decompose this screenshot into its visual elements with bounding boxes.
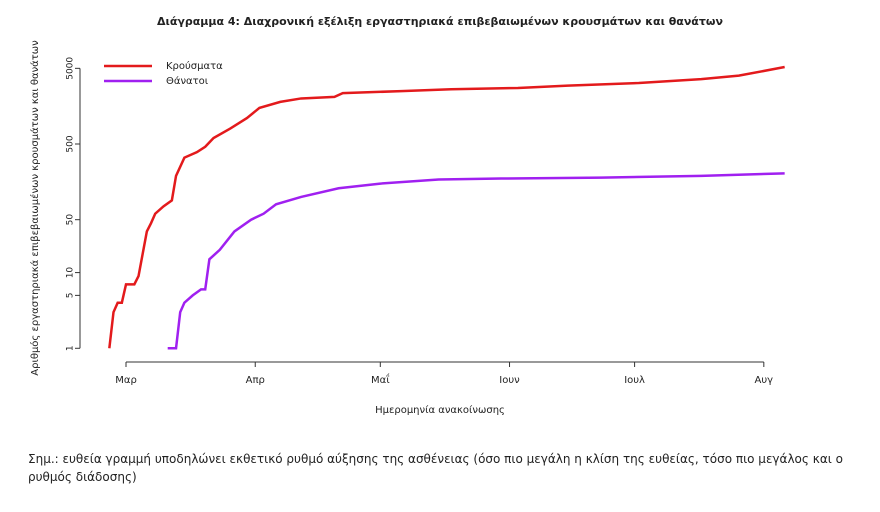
y-tick-label: 50 (66, 214, 76, 226)
y-tick-label: 1 (66, 345, 76, 351)
y-tick-label: 500 (66, 135, 76, 152)
y-axis-label: Αριθμός εργαστηριακά επιβεβαιωμένων κρου… (29, 40, 41, 376)
legend-label: Θάνατοι (166, 75, 209, 87)
x-tick-label: Μαΐ (371, 372, 390, 386)
x-tick-label: Αυγ (755, 375, 774, 386)
x-tick-label: Απρ (246, 375, 265, 386)
y-tick-label: 5 (66, 293, 76, 299)
chart-title: Διάγραμμα 4: Διαχρονική εξέλιξη εργαστηρ… (157, 15, 723, 28)
x-tick-label: Μαρ (115, 375, 137, 386)
x-axis-label: Ημερομηνία ανακοίνωσης (375, 404, 505, 416)
x-tick-label: Ιουλ (624, 375, 645, 386)
x-tick-label: Ιουν (499, 375, 520, 386)
legend-label: Κρούσματα (166, 60, 223, 72)
y-tick-label: 5000 (66, 57, 76, 80)
note: Σημ.: ευθεία γραμμή υποδηλώνει εκθετικό … (28, 452, 843, 484)
line (108, 65, 785, 349)
y-tick-label: 10 (66, 267, 76, 279)
chart: Διάγραμμα 4: Διαχρονική εξέλιξη εργαστηρ… (29, 15, 785, 416)
line (167, 172, 785, 350)
